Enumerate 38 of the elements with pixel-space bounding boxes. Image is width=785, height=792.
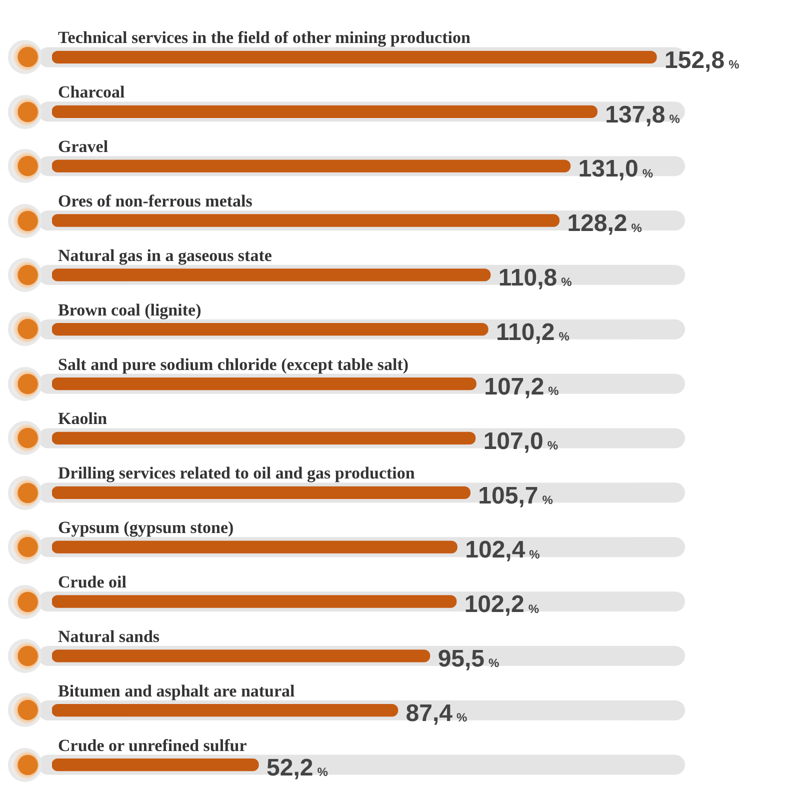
y-tick-label: Crude or unrefined sulfur <box>58 736 248 755</box>
y-tick-label: Natural gas in a gaseous state <box>58 246 272 265</box>
bar <box>52 704 398 717</box>
data-label: 95,5 % <box>438 646 500 673</box>
data-label: 105,7 % <box>478 482 554 510</box>
bar <box>52 486 471 499</box>
bar <box>52 650 430 662</box>
bar <box>52 377 476 390</box>
bar <box>52 758 259 772</box>
y-tick-label: Brown coal (lignite) <box>58 300 202 320</box>
y-tick-label: Drilling services related to oil and gas production <box>58 464 416 483</box>
data-label: 107,2 % <box>484 373 560 400</box>
data-label: 137,8 % <box>605 101 680 128</box>
bar <box>52 432 476 445</box>
y-tick-label: Natural sands <box>58 626 160 646</box>
y-tick-label: Ores of non-ferrous metals <box>58 192 253 210</box>
y-tick-label: Technical services in the field of other mining production <box>58 28 471 48</box>
data-label: 102,4 % <box>465 536 540 564</box>
data-label: 52,2 % <box>266 754 328 782</box>
y-tick-label: Gravel <box>58 137 108 156</box>
data-label: 110,8 % <box>498 264 572 292</box>
bar <box>52 595 457 608</box>
y-tick-label: Kaolin <box>58 409 108 428</box>
y-tick-label: Gypsum (gypsum stone) <box>58 518 234 538</box>
bar <box>52 268 491 282</box>
bar <box>52 323 488 336</box>
data-label: 87,4 % <box>406 700 468 727</box>
y-tick-label: Charcoal <box>58 82 126 102</box>
y-tick-label: Bitumen and asphalt are natural <box>58 681 296 700</box>
y-tick-label: Crude oil <box>58 572 127 592</box>
data-label: 107,0 % <box>483 428 558 455</box>
data-label: 110,2 % <box>496 318 570 346</box>
data-label: 128,2 % <box>567 210 642 238</box>
y-tick-label: Salt and pure sodium chloride (except table salt) <box>58 354 409 374</box>
data-label: 102,2 % <box>464 591 540 618</box>
data-label: 131,0 % <box>578 156 654 183</box>
bar <box>52 540 458 554</box>
data-label: 152,8 % <box>664 46 740 74</box>
